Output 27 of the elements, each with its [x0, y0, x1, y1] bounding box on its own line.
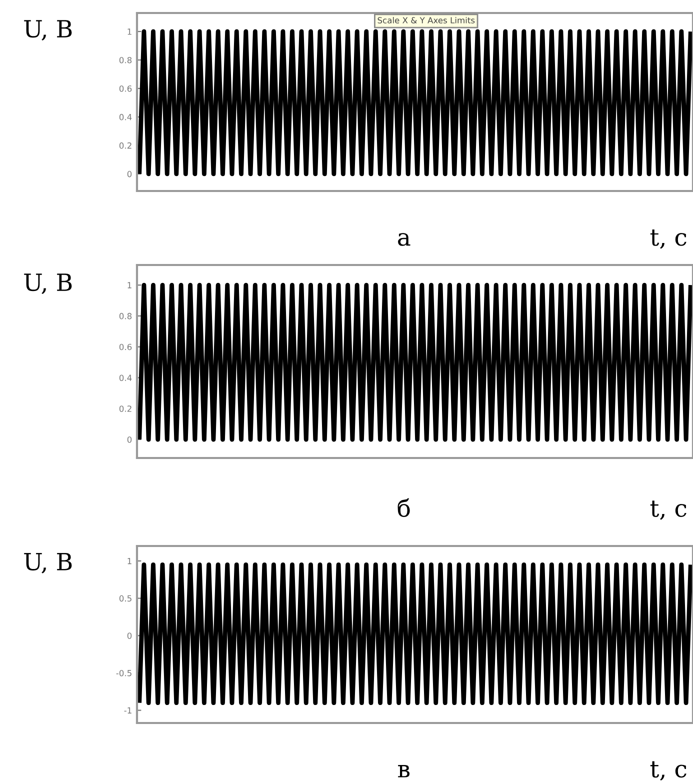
- y-tick-label: 0: [127, 170, 132, 178]
- y-tick-label: 0.8: [119, 312, 132, 320]
- y-tick-label: 0: [127, 632, 132, 639]
- x-axis-title: t, с: [650, 230, 686, 249]
- y-tick-label: 0.6: [119, 85, 132, 92]
- text: б: [398, 498, 410, 517]
- y-axis-title: U, В: [24, 274, 72, 294]
- y-tick-label: 0.6: [119, 344, 132, 350]
- y-tick-label: 0.5: [119, 595, 132, 602]
- annotation: Scale X & Y Axes Limits: [378, 16, 475, 24]
- x-axis-title: t, с: [650, 761, 686, 781]
- y-axis-title: U, В: [24, 20, 72, 41]
- y-tick-label: 0.4: [119, 114, 132, 120]
- x-axis-title: t, с: [650, 500, 686, 520]
- y-axis-title: U, В: [24, 553, 72, 574]
- text: а: [398, 232, 410, 246]
- y-tick-label: 0.4: [119, 374, 132, 381]
- y-tick-label: 1: [128, 282, 132, 288]
- y-tick-label: 0.2: [119, 406, 132, 412]
- text: в: [398, 765, 410, 778]
- y-tick-label: 0.8: [119, 56, 132, 64]
- y-tick-label: 0: [127, 436, 132, 443]
- y-tick-label: 1: [128, 28, 132, 35]
- y-tick-label: 0.2: [119, 142, 132, 149]
- y-tick-label: 1: [128, 558, 132, 564]
- y-tick-label: -1: [124, 707, 132, 714]
- y-tick-label: -0.5: [116, 670, 132, 676]
